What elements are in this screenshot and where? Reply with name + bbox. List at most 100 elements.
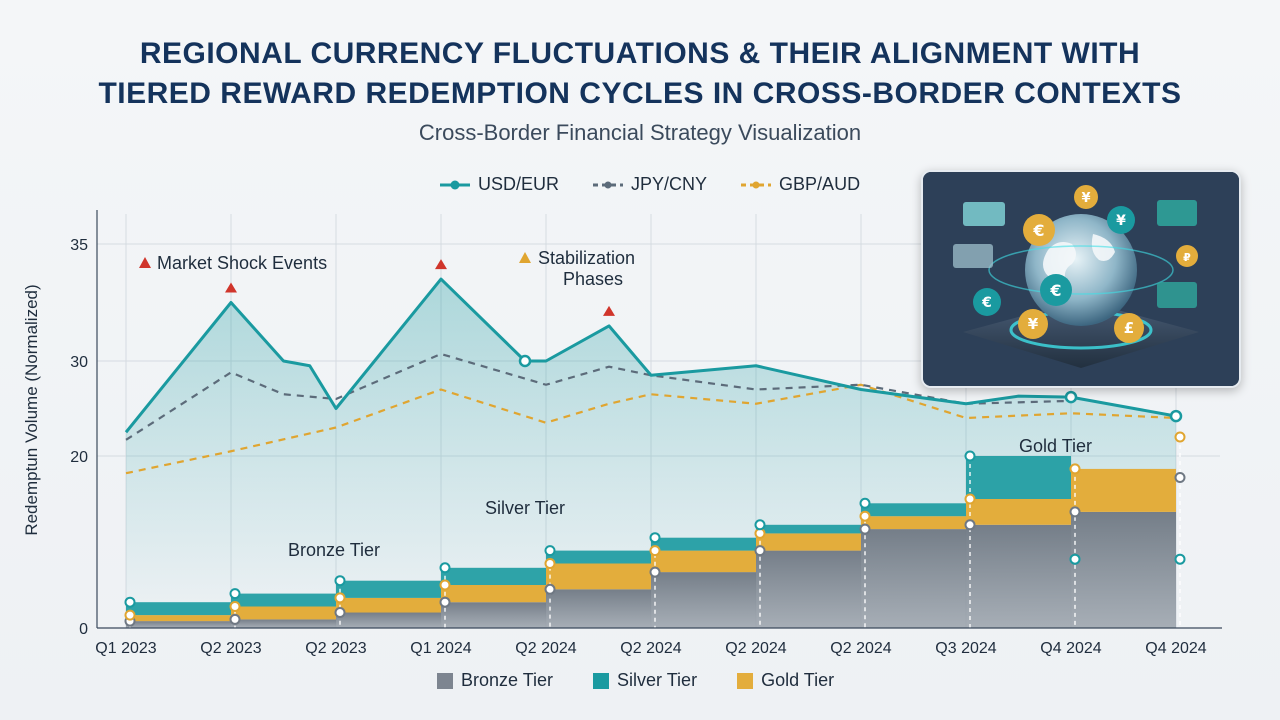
x-tick-label: Q2 2023 (200, 640, 261, 657)
gold-tier-label: Gold Tier (1019, 436, 1092, 456)
bronze-tier-point (439, 596, 451, 608)
silver-tier-point (439, 562, 451, 574)
svg-text:€: € (1032, 221, 1044, 240)
silver-tier-bar (546, 550, 651, 564)
gold-tier-point (334, 592, 346, 604)
bronze-tier-label: Bronze Tier (288, 540, 380, 560)
usd-eur-point (518, 354, 532, 368)
silver-tier-point (334, 575, 346, 587)
bronze-tier-point (229, 613, 241, 625)
market-shock-label: Market Shock Events (157, 253, 327, 273)
market-shock-marker (603, 305, 615, 316)
bronze-tier-bar (861, 529, 966, 628)
gold-tier-point (649, 545, 661, 557)
bronze-tier-point (754, 545, 766, 557)
silver-tier-point (1174, 553, 1186, 565)
legend-label: JPY/CNY (631, 174, 708, 194)
x-tick-label: Q2 2023 (305, 640, 366, 657)
silver-tier-bar (126, 602, 231, 616)
legend-item-usd-eur[interactable]: USD/EUR (440, 174, 559, 195)
legend-item-gold[interactable]: Gold Tier (737, 670, 834, 691)
svg-text:₽: ₽ (1183, 251, 1191, 264)
svg-text:¥: ¥ (1116, 213, 1126, 229)
legend-item-gbp-aud[interactable]: GBP/AUD (741, 174, 860, 195)
silver-tier-label: Silver Tier (485, 498, 565, 518)
legend-label: USD/EUR (478, 174, 560, 194)
gold-tier-point (964, 493, 976, 505)
legend-item-silver[interactable]: Silver Tier (593, 670, 697, 691)
y-tick-label: 0 (79, 621, 88, 638)
silver-tier-point (1069, 553, 1081, 565)
x-tick-label: Q4 2024 (1145, 640, 1206, 657)
usd-eur-line (124, 277, 1177, 434)
legend-label: GBP/AUD (779, 174, 861, 194)
bronze-tier-bar (546, 589, 651, 628)
silver-tier-point (229, 588, 241, 600)
silver-tier-bar (651, 537, 756, 551)
gold-tier-point (1174, 431, 1186, 443)
silver-tier-bar (441, 567, 546, 585)
gold-tier-bar (1071, 468, 1176, 512)
bronze-tier-bar (756, 550, 861, 628)
bronze-tier-point (964, 519, 976, 531)
legend-label: Gold Tier (761, 670, 835, 690)
svg-text:€: € (1049, 281, 1061, 300)
market-shock-marker (435, 259, 447, 270)
bronze-tier-point (334, 607, 346, 619)
silver-swatch (593, 672, 610, 689)
jpy-cny-line (125, 352, 1072, 441)
gold-tier-point (439, 579, 451, 591)
gold-tier-point (229, 601, 241, 612)
svg-text:€: € (981, 295, 992, 311)
bronze-tier-bar (1071, 511, 1176, 628)
x-tick-label: Q2 2024 (515, 640, 576, 657)
title-line-2: TIERED REWARD REDEMPTION CYCLES IN CROSS… (98, 77, 1182, 110)
bronze-tier-bar (966, 524, 1071, 628)
silver-tier-bar (231, 593, 336, 607)
x-tick-label: Q1 2023 (95, 640, 156, 657)
legend-label: Silver Tier (617, 670, 698, 690)
currency-legend: USD/EUR JPY/CNY GBP/AUD (440, 174, 860, 195)
bronze-swatch (437, 672, 453, 689)
legend-label: Bronze Tier (461, 670, 554, 690)
gold-tier-bar (126, 615, 231, 622)
bronze-tier-point (1174, 472, 1186, 483)
usd-eur-point (1169, 409, 1183, 423)
gold-tier-point (544, 558, 556, 569)
silver-tier-point (859, 497, 871, 509)
silver-tier-bar (966, 456, 1071, 499)
stabilization-label-line2: Phases (563, 269, 623, 289)
tier-legend: Bronze Tier Silver Tier Gold Tier (437, 670, 834, 691)
dashed-line-marker-icon (593, 181, 624, 188)
usd-eur-point (1064, 390, 1078, 404)
axes: 35 30 20 0 Q1 2023 Q2 2023 Q2 2023 Q1 2024 Q2 20… (70, 210, 1222, 657)
svg-text:¥: ¥ (1028, 315, 1039, 333)
bronze-tier-bar (441, 602, 546, 628)
x-tick-label: Q2 2024 (830, 640, 891, 657)
gold-tier-point (124, 609, 136, 621)
y-axis-label: Redemptun Volume (Normalized) (22, 284, 41, 536)
legend-item-jpy-cny[interactable]: JPY/CNY (593, 174, 707, 195)
bronze-tier-point (649, 566, 661, 578)
x-tick-label: Q2 2024 (620, 640, 681, 657)
x-tick-label: Q3 2024 (935, 640, 996, 657)
gold-tier-point (1069, 463, 1081, 475)
legend-item-bronze[interactable]: Bronze Tier (437, 670, 553, 691)
gold-tier-bar (546, 563, 651, 590)
subtitle: Cross-Border Financial Strategy Visualiz… (418, 120, 862, 145)
silver-tier-point (544, 545, 556, 557)
gold-tier-bar (966, 499, 1071, 525)
y-tick-label: 35 (70, 237, 88, 254)
gold-tier-bar (651, 550, 756, 573)
page-title: REGIONAL CURRENCY FLUCTUATIONS & THEIR A… (0, 34, 1280, 114)
bronze-tier-point (544, 583, 556, 595)
market-shock-legend-icon (139, 257, 151, 268)
gold-swatch (737, 672, 754, 689)
silver-tier-bar (861, 503, 966, 517)
gold-tier-bar (231, 606, 336, 620)
title-line-1: REGIONAL CURRENCY FLUCTUATIONS & THEIR A… (139, 37, 1141, 70)
bronze-tier-point (1069, 506, 1081, 518)
svg-text:¥: ¥ (1081, 191, 1090, 206)
bronze-tier-bar (651, 572, 756, 628)
bronze-tier-bar (231, 619, 336, 628)
